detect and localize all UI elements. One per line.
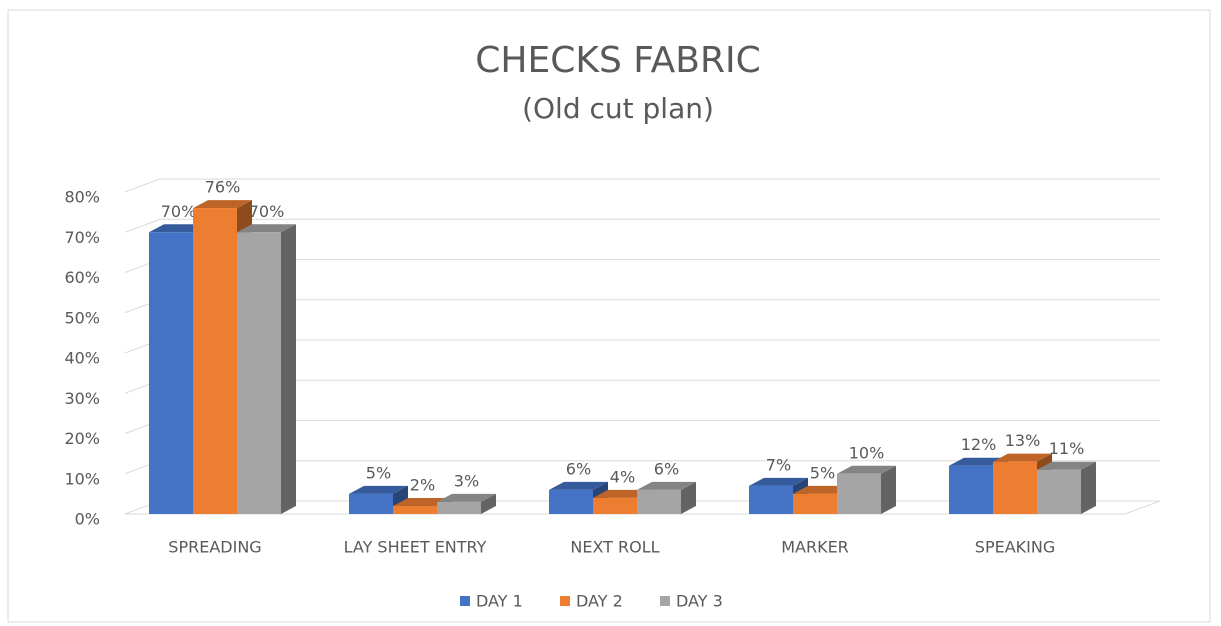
value-label: 12%	[961, 435, 997, 454]
value-label: 70%	[249, 202, 285, 221]
y-tick-label: 80%	[64, 188, 100, 207]
bar	[549, 489, 593, 514]
value-label: 5%	[366, 463, 391, 482]
bar-side	[681, 481, 696, 514]
bar	[149, 232, 193, 514]
y-tick-label: 0%	[75, 510, 100, 529]
bar	[949, 465, 993, 514]
y-tick-label: 60%	[64, 268, 100, 287]
x-tick-label: MARKER	[781, 538, 849, 557]
bar-top	[837, 465, 896, 474]
bar-top	[437, 493, 496, 502]
bar-top	[637, 481, 696, 490]
bar	[593, 497, 637, 514]
y-tick-label: 30%	[64, 389, 100, 408]
legend-label: DAY 3	[676, 592, 723, 611]
bar-side	[481, 493, 496, 514]
y-tick-label: 40%	[64, 349, 100, 368]
bar-top	[237, 224, 296, 233]
value-label: 13%	[1005, 431, 1041, 450]
bar-top	[749, 477, 808, 486]
value-label: 7%	[766, 455, 791, 474]
bar-top	[993, 453, 1052, 462]
x-tick-label: SPREADING	[168, 538, 261, 557]
y-tick-label: 20%	[64, 429, 100, 448]
bar	[193, 208, 237, 514]
x-tick-label: NEXT ROLL	[570, 538, 659, 557]
value-label: 4%	[610, 467, 635, 486]
y-tick-label: 70%	[64, 228, 100, 247]
bar	[1037, 469, 1081, 514]
value-label: 5%	[810, 463, 835, 482]
floor-edge	[1124, 500, 1161, 515]
value-label: 6%	[654, 459, 679, 478]
value-label: 11%	[1049, 439, 1085, 458]
chart-title: CHECKS FABRIC	[475, 40, 761, 81]
legend-swatch	[560, 596, 570, 606]
bar-side	[881, 465, 896, 514]
value-label: 6%	[566, 459, 591, 478]
bar	[393, 505, 437, 514]
bar	[437, 501, 481, 514]
value-label: 2%	[410, 475, 435, 494]
bar	[837, 473, 881, 514]
x-tick-label: SPEAKING	[975, 538, 1055, 557]
bar	[993, 461, 1037, 514]
bar-top	[193, 200, 252, 209]
bar	[749, 485, 793, 514]
bar-top	[549, 481, 608, 490]
bar-top	[349, 485, 408, 494]
grid-line	[124, 178, 1160, 193]
bar-side	[1081, 461, 1096, 514]
x-tick-label: LAY SHEET ENTRY	[344, 538, 487, 557]
value-label: 76%	[205, 178, 241, 197]
legend-swatch	[460, 596, 470, 606]
value-label: 3%	[454, 471, 479, 490]
grid-line	[124, 218, 1160, 233]
y-tick-label: 10%	[64, 469, 100, 488]
bar	[349, 493, 393, 514]
value-label: 70%	[161, 202, 197, 221]
legend-label: DAY 1	[476, 592, 523, 611]
bar	[237, 232, 281, 514]
legend-label: DAY 2	[576, 592, 623, 611]
legend-swatch	[660, 596, 670, 606]
value-label: 10%	[849, 443, 885, 462]
y-tick-label: 50%	[64, 308, 100, 327]
bar	[637, 489, 681, 514]
bar-top	[1037, 461, 1096, 470]
bar-side	[281, 224, 296, 514]
bar	[793, 493, 837, 514]
chart-subtitle: (Old cut plan)	[522, 92, 714, 125]
